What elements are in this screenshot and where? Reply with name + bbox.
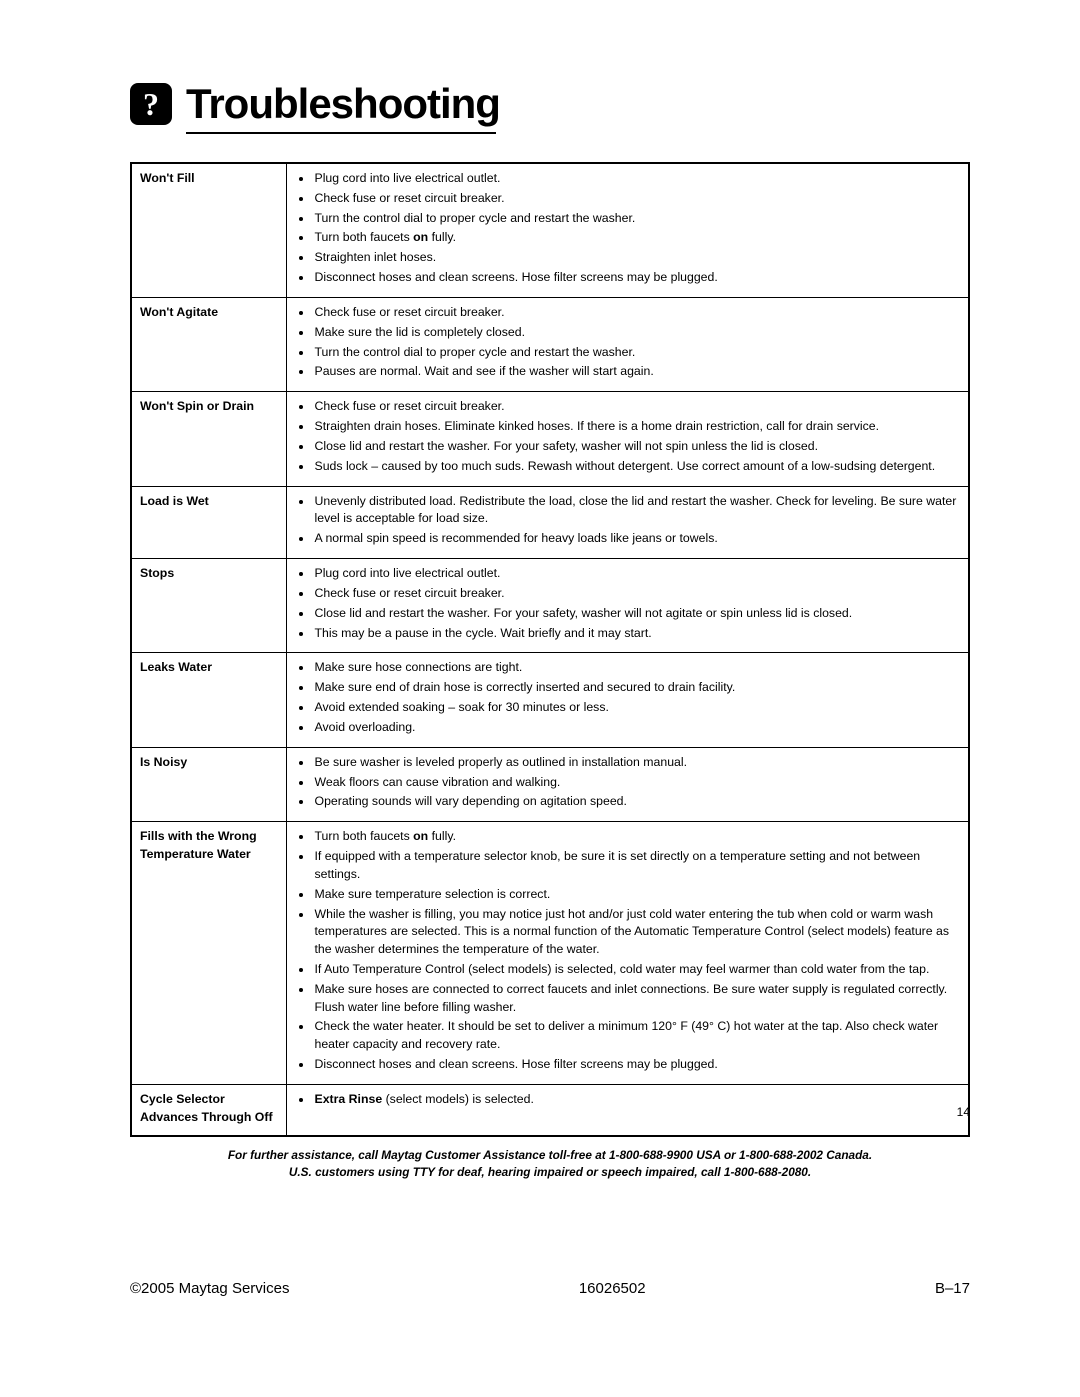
solution-item: Straighten drain hoses. Eliminate kinked… xyxy=(313,418,961,436)
solution-item: Make sure hose connections are tight. xyxy=(313,659,961,677)
solution-item: Close lid and restart the washer. For yo… xyxy=(313,605,961,623)
solution-cell: Plug cord into live electrical outlet. Ch… xyxy=(286,559,969,653)
solution-list: Check fuse or reset circuit breaker. Make… xyxy=(295,304,961,381)
table-row: Load is Wet Unevenly distributed load. Re… xyxy=(131,486,969,558)
solution-item: Straighten inlet hoses. xyxy=(313,249,961,267)
solution-item: Check fuse or reset circuit breaker. xyxy=(313,398,961,416)
solution-cell: Check fuse or reset circuit breaker. Make… xyxy=(286,297,969,391)
solution-item: Turn the control dial to proper cycle an… xyxy=(313,210,961,228)
solution-item: Extra Rinse (select models) is selected. xyxy=(313,1091,961,1109)
troubleshooting-table: Won't FillPlug cord into live electrical… xyxy=(130,162,970,1137)
solution-list: Turn both faucets on fully. If equipped w… xyxy=(295,828,961,1074)
assist-line-2: U.S. customers using TTY for deaf, heari… xyxy=(289,1165,811,1179)
page-title: Troubleshooting xyxy=(186,80,500,128)
footer-pagenum: B–17 xyxy=(935,1280,970,1297)
solution-item: Make sure end of drain hose is correctly… xyxy=(313,679,961,697)
solution-item: Operating sounds will vary depending on … xyxy=(313,793,961,811)
solution-item: Be sure washer is leveled properly as ou… xyxy=(313,754,961,772)
solution-cell: Unevenly distributed load. Redistribute … xyxy=(286,486,969,558)
solution-item: Make sure hoses are connected to correct… xyxy=(313,981,961,1017)
solution-item: Avoid overloading. xyxy=(313,719,961,737)
solution-cell: Turn both faucets on fully. If equipped w… xyxy=(286,822,969,1085)
problem-cell: Fills with the Wrong Temperature Water xyxy=(131,822,286,1085)
solution-list: Be sure washer is leveled properly as ou… xyxy=(295,754,961,811)
table-row: Won't AgitateCheck fuse or reset circuit… xyxy=(131,297,969,391)
solution-cell: Be sure washer is leveled properly as ou… xyxy=(286,747,969,821)
problem-cell: Is Noisy xyxy=(131,747,286,821)
solution-item: Avoid extended soaking – soak for 30 min… xyxy=(313,699,961,717)
assistance-note: For further assistance, call Maytag Cust… xyxy=(130,1147,970,1182)
solution-item: Disconnect hoses and clean screens. Hose… xyxy=(313,1056,961,1074)
solution-item: Suds lock – caused by too much suds. Rew… xyxy=(313,458,961,476)
solution-item: Weak floors can cause vibration and walk… xyxy=(313,774,961,792)
footer-copyright: ©2005 Maytag Services xyxy=(130,1280,289,1297)
solution-item: This may be a pause in the cycle. Wait b… xyxy=(313,625,961,643)
solution-list: Check fuse or reset circuit breaker. Stra… xyxy=(295,398,961,475)
solution-cell: Check fuse or reset circuit breaker. Stra… xyxy=(286,392,969,486)
solution-item: A normal spin speed is recommended for h… xyxy=(313,530,961,548)
solution-item: Check the water heater. It should be set… xyxy=(313,1018,961,1054)
solution-item: Check fuse or reset circuit breaker. xyxy=(313,190,961,208)
solution-item: Check fuse or reset circuit breaker. xyxy=(313,585,961,603)
assist-line-1: For further assistance, call Maytag Cust… xyxy=(228,1148,872,1162)
solution-list: Unevenly distributed load. Redistribute … xyxy=(295,493,961,548)
solution-item: Plug cord into live electrical outlet. xyxy=(313,565,961,583)
table-row: Fills with the Wrong Temperature WaterTu… xyxy=(131,822,969,1085)
solution-cell: Make sure hose connections are tight. Mak… xyxy=(286,653,969,747)
solution-item: Plug cord into live electrical outlet. xyxy=(313,170,961,188)
solution-item: Disconnect hoses and clean screens. Hose… xyxy=(313,269,961,287)
solution-cell: Plug cord into live electrical outlet. Ch… xyxy=(286,163,969,297)
solution-item: Turn the control dial to proper cycle an… xyxy=(313,344,961,362)
heading-underline xyxy=(186,132,496,134)
solution-item: Unevenly distributed load. Redistribute … xyxy=(313,493,961,529)
inner-page-number: 14 xyxy=(957,1105,970,1119)
solution-list: Extra Rinse (select models) is selected. xyxy=(295,1091,961,1109)
question-icon: ? xyxy=(130,83,172,125)
table-row: Cycle Selector Advances Through Off Extra… xyxy=(131,1084,969,1135)
solution-item: While the washer is filling, you may not… xyxy=(313,906,961,959)
solution-item: If Auto Temperature Control (select mode… xyxy=(313,961,961,979)
problem-cell: Leaks Water xyxy=(131,653,286,747)
problem-cell: Won't Agitate xyxy=(131,297,286,391)
solution-list: Plug cord into live electrical outlet. Ch… xyxy=(295,565,961,642)
solution-cell: Extra Rinse (select models) is selected. xyxy=(286,1084,969,1135)
solution-item: Make sure the lid is completely closed. xyxy=(313,324,961,342)
solution-list: Make sure hose connections are tight. Mak… xyxy=(295,659,961,736)
problem-cell: Load is Wet xyxy=(131,486,286,558)
heading-row: ? Troubleshooting xyxy=(130,80,970,128)
table-row: Leaks WaterMake sure hose connections ar… xyxy=(131,653,969,747)
table-row: StopsPlug cord into live electrical outl… xyxy=(131,559,969,653)
problem-cell: Cycle Selector Advances Through Off xyxy=(131,1084,286,1135)
problem-cell: Won't Fill xyxy=(131,163,286,297)
footer: ©2005 Maytag Services 16026502 B–17 xyxy=(130,1280,970,1297)
solution-item: Pauses are normal. Wait and see if the w… xyxy=(313,363,961,381)
solution-item: If equipped with a temperature selector … xyxy=(313,848,961,884)
table-row: Won't FillPlug cord into live electrical… xyxy=(131,163,969,297)
problem-cell: Stops xyxy=(131,559,286,653)
footer-docnum: 16026502 xyxy=(579,1280,646,1297)
solution-item: Turn both faucets on fully. xyxy=(313,229,961,247)
problem-cell: Won't Spin or Drain xyxy=(131,392,286,486)
table-row: Is Noisy Be sure washer is leveled proper… xyxy=(131,747,969,821)
solution-item: Check fuse or reset circuit breaker. xyxy=(313,304,961,322)
solution-item: Close lid and restart the washer. For yo… xyxy=(313,438,961,456)
solution-item: Turn both faucets on fully. xyxy=(313,828,961,846)
solution-item: Make sure temperature selection is corre… xyxy=(313,886,961,904)
solution-list: Plug cord into live electrical outlet. Ch… xyxy=(295,170,961,287)
table-row: Won't Spin or DrainCheck fuse or reset c… xyxy=(131,392,969,486)
